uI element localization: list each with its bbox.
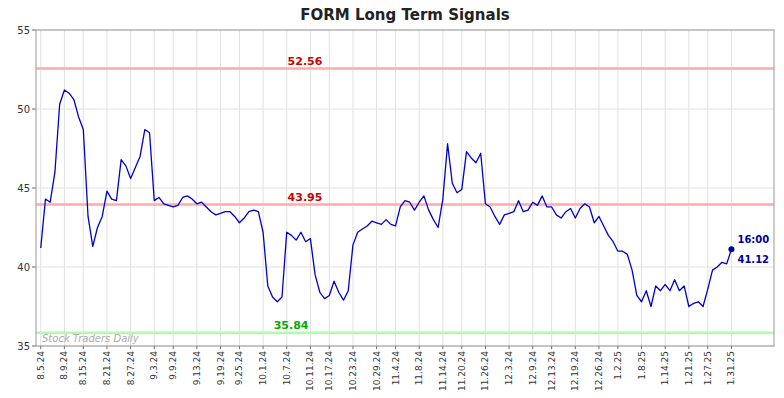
y-tick bbox=[32, 188, 36, 189]
x-tick-label: 9.13.24 bbox=[192, 351, 202, 386]
last-point bbox=[728, 246, 734, 252]
chart: 35 40 45 50 55 8.5.24 8.9.24 8.15.24 8.21.24 8.27… bbox=[0, 0, 784, 398]
y-tick-label: 55 bbox=[17, 25, 30, 36]
grid-line-x bbox=[64, 30, 65, 346]
grid-line-x bbox=[263, 30, 264, 346]
grid-line-x bbox=[196, 30, 197, 346]
watermark: Stock Traders Daily bbox=[42, 333, 140, 344]
x-tick-label: 12.13.24 bbox=[547, 351, 557, 391]
y-tick bbox=[32, 109, 36, 110]
grid-line-x bbox=[310, 30, 311, 346]
x-tick-label: 12.19.24 bbox=[570, 351, 580, 391]
x-tick-label: 8.27.24 bbox=[126, 351, 136, 386]
grid-line-x bbox=[688, 30, 689, 346]
x-tick-label: 10.1.24 bbox=[258, 351, 268, 386]
x-tick-label: 9.3.24 bbox=[149, 351, 159, 380]
grid bbox=[36, 30, 774, 346]
grid-line-x bbox=[485, 30, 486, 346]
grid-line-x bbox=[286, 30, 287, 346]
annotations: 52.56 43.95 35.84 16:00 41.12 Stock Traders D… bbox=[42, 55, 769, 344]
x-tick-label: 8.15.24 bbox=[78, 351, 88, 386]
grid-line-y bbox=[36, 109, 774, 110]
grid-line-x bbox=[239, 30, 240, 346]
x-tick-label: 10.7.24 bbox=[282, 351, 292, 386]
grid-line-x bbox=[731, 30, 732, 346]
reference-line bbox=[36, 331, 774, 334]
x-tick-label: 1.8.25 bbox=[637, 351, 647, 380]
x-tick-label: 11.26.24 bbox=[480, 351, 490, 391]
price-line bbox=[41, 90, 732, 306]
grid-line-x bbox=[575, 30, 576, 346]
grid-line-x bbox=[352, 30, 353, 346]
last-value-label: 41.12 bbox=[737, 254, 769, 265]
x-tick-label: 9.25.24 bbox=[234, 351, 244, 386]
grid-line-x bbox=[509, 30, 510, 346]
x-tick-label: 1.31.25 bbox=[726, 351, 736, 385]
grid-line-x bbox=[395, 30, 396, 346]
y-tick-label: 50 bbox=[17, 104, 30, 115]
grid-line-x bbox=[220, 30, 221, 346]
x-tick-label: 10.11.24 bbox=[305, 351, 315, 391]
grid-line-x bbox=[598, 30, 599, 346]
x-tick-label: 8.5.24 bbox=[36, 351, 46, 380]
grid-line-x bbox=[329, 30, 330, 346]
x-tick-label: 11.20.24 bbox=[457, 351, 467, 391]
grid-line-x bbox=[665, 30, 666, 346]
reference-label: 35.84 bbox=[274, 319, 309, 332]
x-tick-label: 11.4.24 bbox=[391, 351, 401, 386]
reference-label: 52.56 bbox=[288, 55, 323, 68]
x-tick-label: 12.26.24 bbox=[594, 351, 604, 391]
reference-label: 43.95 bbox=[288, 191, 323, 204]
grid-line-x bbox=[376, 30, 377, 346]
x-tick-label: 1.2.25 bbox=[613, 351, 623, 380]
y-tick-label: 40 bbox=[17, 262, 30, 273]
grid-line-x bbox=[173, 30, 174, 346]
x-tick-label: 10.17.24 bbox=[324, 351, 334, 391]
x-tick-label: 8.9.24 bbox=[59, 351, 69, 380]
x-tick-label: 9.19.24 bbox=[216, 351, 226, 386]
axes: 35 40 45 50 55 8.5.24 8.9.24 8.15.24 8.21.24 8.27… bbox=[17, 25, 736, 392]
grid-line-x bbox=[532, 30, 533, 346]
y-tick-label: 45 bbox=[17, 183, 30, 194]
reference-line bbox=[36, 67, 774, 70]
x-tick-label: 10.23.24 bbox=[348, 351, 358, 391]
grid-line-x bbox=[551, 30, 552, 346]
x-tick-label: 12.3.24 bbox=[504, 351, 514, 386]
y-tick bbox=[32, 267, 36, 268]
grid-line-y bbox=[36, 188, 774, 189]
x-tick-label: 8.21.24 bbox=[102, 351, 112, 386]
grid-line-y bbox=[36, 267, 774, 268]
x-tick-label: 10.29.24 bbox=[372, 351, 382, 391]
y-tick bbox=[32, 30, 36, 31]
x-tick-label: 12.9.24 bbox=[528, 351, 538, 386]
x-tick-label: 11.14.24 bbox=[438, 351, 448, 391]
x-tick-label: 1.21.25 bbox=[684, 351, 694, 385]
title: FORM Long Term Signals bbox=[300, 6, 509, 24]
x-tick-label: 11.8.24 bbox=[414, 351, 424, 386]
reference-line bbox=[36, 203, 774, 206]
marks bbox=[36, 69, 774, 333]
y-tick bbox=[32, 346, 36, 347]
y-tick-label: 35 bbox=[17, 341, 30, 352]
plot-area bbox=[36, 30, 774, 346]
grid-line-x bbox=[40, 30, 41, 346]
last-time-label: 16:00 bbox=[737, 234, 769, 245]
plot-frame bbox=[36, 30, 774, 346]
grid-line-x bbox=[707, 30, 708, 346]
grid-line-x bbox=[130, 30, 131, 346]
x-tick-label: 9.9.24 bbox=[168, 351, 178, 380]
grid-line-x bbox=[617, 30, 618, 346]
x-tick-label: 1.27.25 bbox=[703, 351, 713, 385]
grid-line-x bbox=[106, 30, 107, 346]
grid-line-x bbox=[419, 30, 420, 346]
grid-line-x bbox=[641, 30, 642, 346]
x-tick-label: 1.14.25 bbox=[660, 351, 670, 385]
grid-line-x bbox=[83, 30, 84, 346]
